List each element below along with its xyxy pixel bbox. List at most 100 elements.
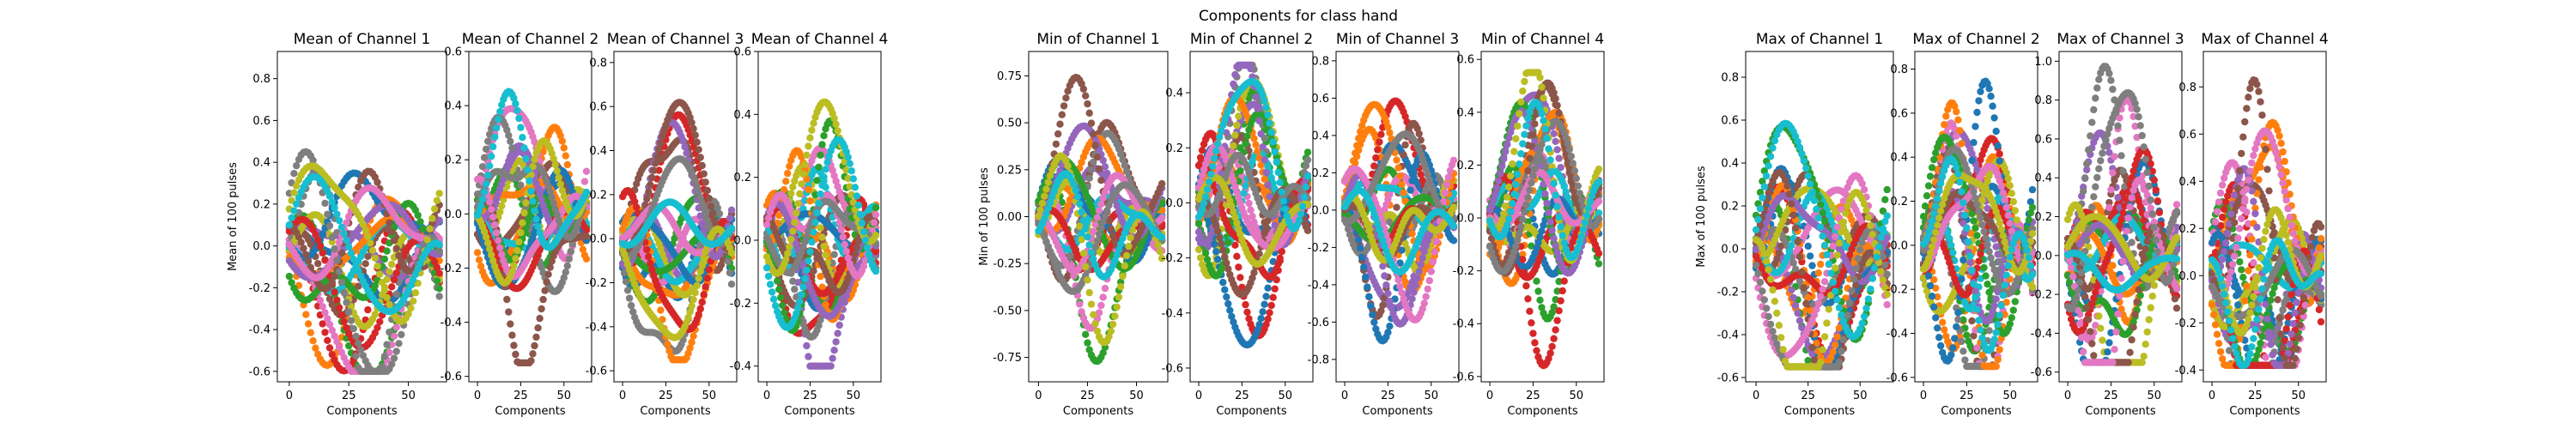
data-point [820,242,828,251]
chart-title: Mean of Channel 2 [462,31,599,48]
data-point [789,277,797,285]
data-point [352,352,360,360]
data-point [655,166,663,174]
data-point [532,179,540,187]
data-point [416,218,424,226]
data-point [383,293,391,302]
data-point [560,192,568,201]
y-tick-label: -0.2 [586,277,607,290]
data-point [430,205,439,213]
data-point [555,173,562,182]
chart-title: Mean of Channel 3 [607,31,744,48]
data-point [777,293,785,302]
data-point [374,178,381,186]
data-point [813,177,821,184]
data-point [803,175,811,183]
x-tick-label: 25 [659,390,673,402]
data-point [491,221,499,229]
data-point [345,243,353,251]
data-point [544,270,552,278]
data-point [352,261,360,269]
data-point [410,276,417,284]
data-point [553,167,561,175]
data-point [627,301,635,310]
data-point [340,288,348,297]
data-point [356,346,365,353]
data-point [631,197,639,206]
data-point [527,187,535,196]
x-tick-label: 0 [286,390,293,402]
data-point [645,188,653,196]
data-point [367,239,374,247]
data-point [498,101,506,109]
data-point [498,251,506,258]
data-point [507,320,514,328]
y-tick-label: 0.2 [589,189,607,202]
data-point [698,298,706,306]
data-point [309,156,317,165]
data-point [784,169,792,178]
data-point [388,228,396,236]
data-point [498,202,506,210]
data-point [478,163,487,171]
data-point [647,181,654,189]
data-point [355,282,362,290]
data-point [293,161,301,170]
data-point [653,152,661,160]
data-point [835,321,843,329]
x-tick-label: 0 [474,390,481,402]
data-point [361,226,369,234]
data-point [820,132,828,140]
data-point [727,281,736,288]
data-point [435,285,443,293]
y-tick-label: -0.2 [249,282,270,295]
y-tick-label: -0.6 [586,366,607,378]
data-point [314,260,322,268]
data-point [781,309,788,317]
data-point [337,249,346,257]
data-point [319,249,326,257]
data-point [371,311,379,318]
data-point [411,270,420,278]
data-point [558,137,566,145]
data-point [707,202,714,210]
data-point [435,240,443,249]
data-point [688,338,696,347]
data-point [510,341,518,349]
data-point [832,177,840,185]
data-point [302,311,310,318]
data-point [488,251,495,259]
data-point [512,255,519,263]
data-point [531,155,538,163]
axes-frame [613,51,738,383]
data-point [703,275,711,282]
data-point [419,225,427,233]
data-point [321,309,329,317]
data-point [328,198,336,206]
data-point [371,281,379,290]
data-point [727,249,736,257]
data-point [333,210,341,218]
data-point [316,242,325,251]
y-tick-label: -0.4 [249,324,270,337]
data-point [364,252,372,260]
data-point [349,255,357,263]
data-point [496,208,504,216]
x-tick-label: 25 [342,390,356,402]
y-tick-label: 0.6 [444,46,462,59]
data-point [565,255,573,263]
data-point [520,144,528,152]
data-point [435,247,443,255]
data-point [309,337,317,345]
data-point [832,338,840,346]
data-point [698,161,706,170]
data-point [519,219,526,227]
data-point [710,216,718,225]
data-point [508,144,516,152]
scatter-points [762,98,880,370]
data-point [817,151,824,159]
data-point [325,295,334,303]
data-point [665,347,673,355]
y-tick-label: -0.4 [440,317,462,329]
